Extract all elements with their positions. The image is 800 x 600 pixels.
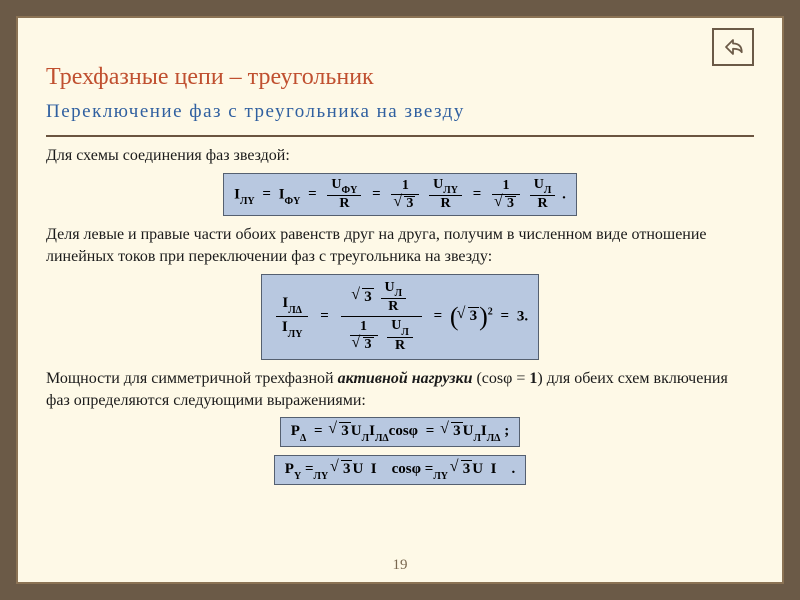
formula-3-wrap: PΔ = 3UЛIЛΔcosφ = 3UЛIЛΔ ;	[46, 417, 754, 447]
back-arrow-icon	[719, 35, 747, 59]
page-title: Трехфазные цепи – треугольник	[46, 64, 754, 91]
formula-2-wrap: IЛΔ IЛY = 3 UЛR 13 UЛR = (3)2 = 3.	[46, 274, 754, 361]
paragraph-1: Для схемы соединения фаз звездой:	[46, 145, 754, 167]
formula-4-wrap: PY =ЛY 3U I cosφ =ЛY 3U I .	[46, 455, 754, 485]
slide-frame: Трехфазные цепи – треугольник Переключен…	[16, 16, 784, 584]
paragraph-2: Деля левые и правые части обоих равенств…	[46, 224, 754, 267]
formula-1-wrap: IЛY = IФY = UФYR = 13 UЛYR = 13 UЛR .	[46, 173, 754, 217]
formula-2: IЛΔ IЛY = 3 UЛR 13 UЛR = (3)2 = 3.	[261, 274, 539, 361]
emphasis-load: активной нагрузки	[338, 370, 473, 387]
paragraph-3: Мощности для симметричной трехфазной акт…	[46, 368, 754, 411]
page-subtitle: Переключение фаз с треугольника на звезд…	[46, 101, 754, 123]
formula-1: IЛY = IФY = UФYR = 13 UЛYR = 13 UЛR .	[223, 173, 577, 217]
formula-3: PΔ = 3UЛIЛΔcosφ = 3UЛIЛΔ ;	[280, 417, 520, 447]
formula-4: PY =ЛY 3U I cosφ =ЛY 3U I .	[274, 455, 526, 485]
page-number: 19	[18, 557, 782, 574]
divider	[46, 135, 754, 137]
back-button[interactable]	[712, 28, 754, 66]
